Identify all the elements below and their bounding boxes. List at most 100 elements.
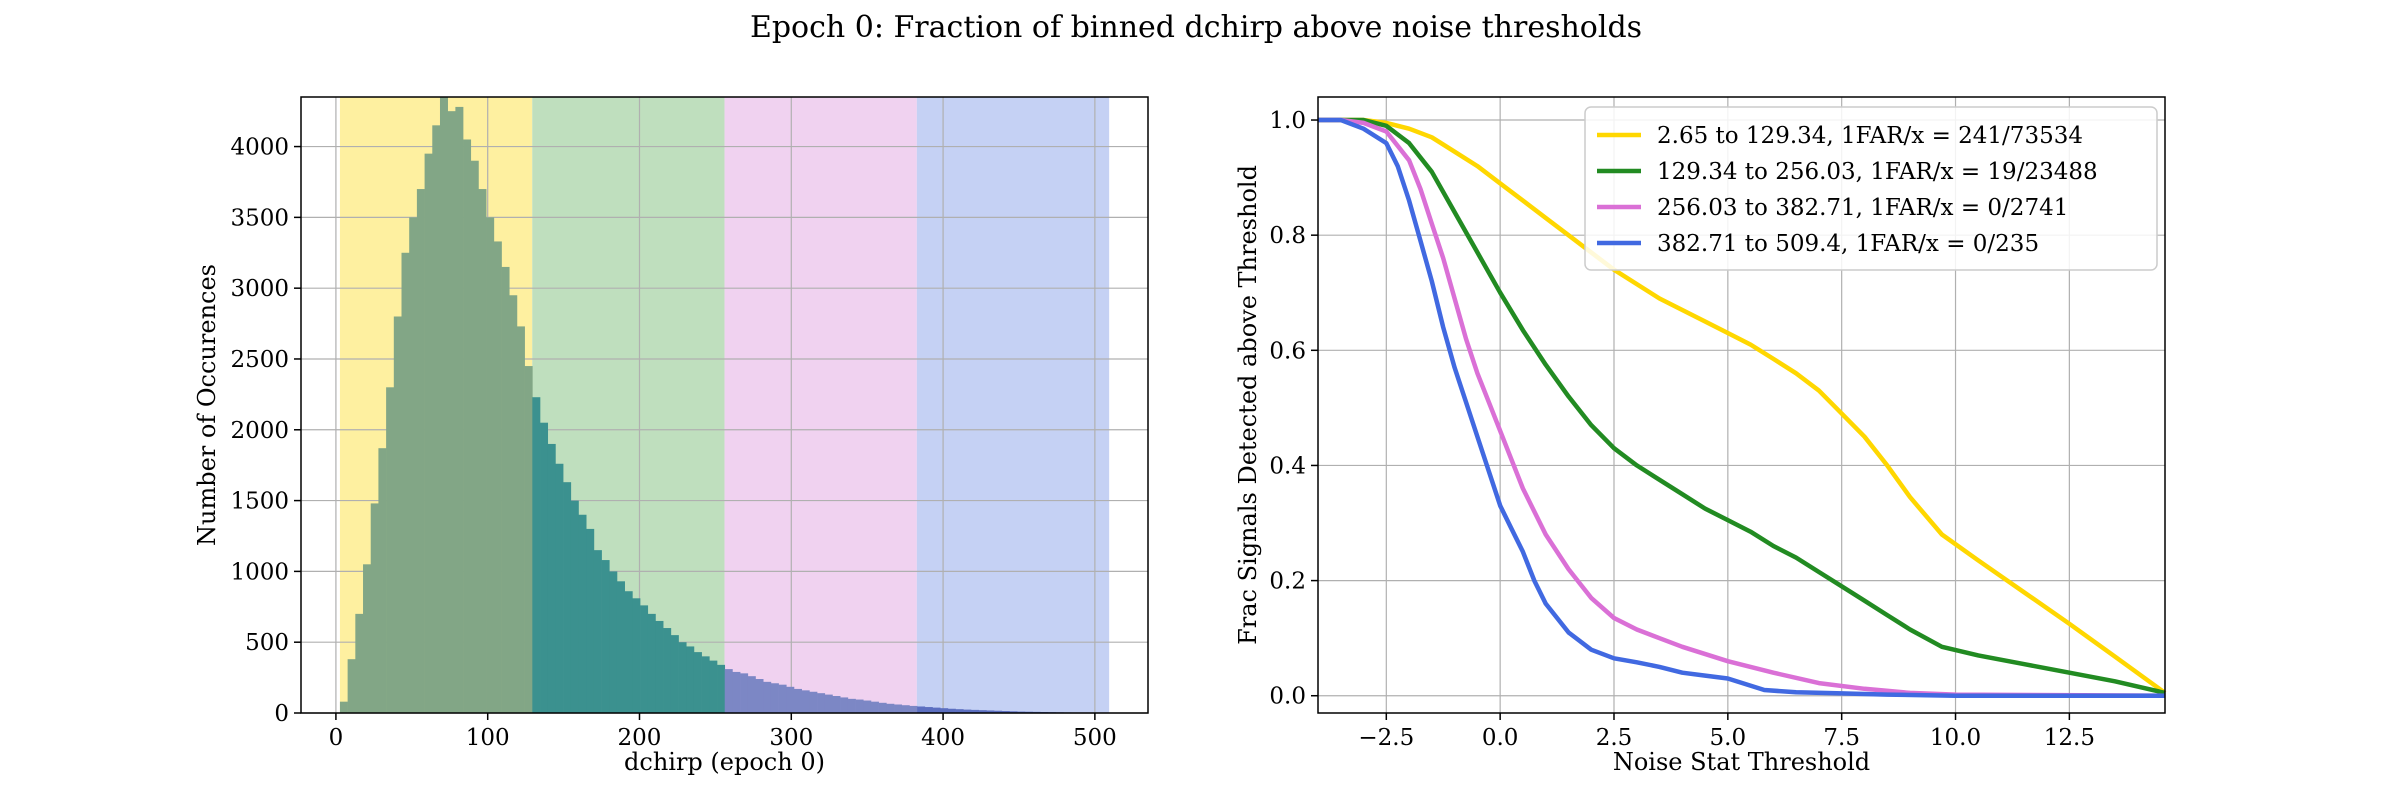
y-tick-label: 0.2 — [1269, 569, 1306, 595]
x-tick-label: 12.5 — [2044, 725, 2095, 751]
y-tick-label: 0.0 — [1269, 684, 1306, 710]
histogram-bar — [570, 500, 579, 713]
histogram-bar — [1009, 711, 1018, 713]
x-tick-label: 400 — [921, 725, 965, 751]
x-tick-label: 0 — [329, 725, 344, 751]
histogram-bar — [616, 581, 625, 713]
x-axis-label: Noise Stat Threshold — [1613, 748, 1870, 776]
x-tick-label: 100 — [466, 725, 510, 751]
x-tick-label: 0.0 — [1482, 725, 1519, 751]
histogram-bar — [740, 673, 749, 713]
histogram-bar — [855, 699, 864, 713]
histogram-bar — [724, 669, 733, 713]
histogram-bar — [878, 702, 887, 713]
histogram-bar — [378, 448, 387, 713]
y-axis-label: Frac Signals Detected above Threshold — [1234, 165, 1262, 645]
histogram-bar — [932, 707, 941, 713]
histogram-bar — [640, 605, 649, 713]
histogram-bar — [793, 688, 802, 713]
x-tick-label: 5.0 — [1710, 725, 1747, 751]
threshold-curve-axes: −2.5 0.0 2.5 5.0 7.5 10.0 12.5 0.0 0.2 0.4 0.6 0.8 1… — [1234, 96, 2167, 776]
histogram-bar — [732, 671, 741, 713]
y-tick-label: 2000 — [230, 418, 289, 444]
histogram-bar — [447, 111, 456, 714]
y-tick-label: 0.6 — [1269, 338, 1306, 364]
histogram-bar — [370, 503, 379, 713]
legend-label: 2.65 to 129.34, 1FAR/x = 241/73534 — [1657, 123, 2083, 149]
histogram-bar — [847, 698, 856, 713]
histogram-bar — [1001, 711, 1010, 713]
histogram-bar — [886, 703, 895, 713]
histogram-bar — [540, 422, 549, 713]
histogram-bar — [663, 628, 672, 713]
histogram-bar — [894, 704, 903, 713]
legend-label: 382.71 to 509.4, 1FAR/x = 0/235 — [1657, 231, 2039, 257]
histogram-bar — [578, 514, 587, 713]
histogram-bar — [832, 696, 841, 713]
histogram-bar — [809, 691, 818, 713]
y-tick-label: 3500 — [230, 205, 289, 231]
histogram-bar — [439, 97, 448, 713]
histogram-bar — [509, 295, 518, 713]
histogram-bar — [693, 652, 702, 713]
histogram-bar — [863, 700, 872, 713]
histogram-bar — [824, 694, 833, 713]
histogram-bar — [917, 706, 926, 713]
histogram-bar — [393, 316, 402, 713]
legend-label: 256.03 to 382.71, 1FAR/x = 0/2741 — [1657, 195, 2068, 221]
histogram-bar — [970, 709, 979, 713]
histogram-bar — [986, 710, 995, 713]
histogram-bar — [947, 708, 956, 713]
y-tick-label: 0.4 — [1269, 453, 1306, 479]
histogram-bar — [455, 106, 464, 713]
histogram-bar — [609, 571, 618, 713]
histogram-bar — [709, 660, 718, 713]
histogram-bar — [870, 701, 879, 713]
shaded-bin-region — [916, 97, 1110, 713]
histogram-bar — [463, 139, 472, 713]
histogram-bar — [486, 217, 495, 714]
histogram-bar — [339, 701, 348, 713]
histogram-bar — [840, 697, 849, 713]
y-tick-label: 500 — [245, 630, 289, 656]
histogram-bar — [593, 550, 602, 713]
axes-frame — [300, 96, 1149, 714]
figure-title: Epoch 0: Fraction of binned dchirp above… — [750, 10, 1642, 45]
histogram-bar — [940, 708, 949, 713]
x-tick-label: 7.5 — [1823, 725, 1860, 751]
histogram-bar — [701, 656, 710, 713]
histogram-bar — [763, 681, 772, 713]
histogram-bar — [532, 397, 541, 713]
histogram-bar — [516, 326, 525, 713]
histogram-bar — [563, 482, 572, 713]
histogram-bar — [647, 613, 656, 713]
histogram-bar — [963, 709, 972, 713]
y-tick-label: 0.8 — [1269, 223, 1306, 249]
histogram-bar — [717, 664, 726, 713]
histogram-bar — [978, 710, 987, 713]
histogram-bar — [786, 686, 795, 713]
histogram-bar — [478, 189, 487, 714]
legend-label: 129.34 to 256.03, 1FAR/x = 19/23488 — [1657, 159, 2098, 185]
histogram-bar — [747, 676, 756, 713]
histogram-bar — [524, 366, 533, 713]
histogram-bar — [678, 642, 687, 713]
y-tick-label: 1500 — [230, 489, 289, 515]
histogram-bar — [493, 241, 502, 713]
histogram-bar — [501, 266, 510, 713]
histogram-bar — [770, 683, 779, 713]
histogram-bar — [909, 705, 918, 713]
x-tick-label: −2.5 — [1358, 725, 1414, 751]
y-tick-label: 2500 — [230, 347, 289, 373]
histogram-bar — [355, 613, 364, 713]
x-tick-label: 500 — [1073, 725, 1117, 751]
x-tick-label: 10.0 — [1930, 725, 1981, 751]
histogram-bar — [432, 125, 441, 713]
series-line — [1318, 117, 2166, 696]
x-tick-label: 300 — [769, 725, 813, 751]
histogram-bar — [817, 693, 826, 713]
series-line — [1318, 117, 2165, 698]
y-tick-label: 4000 — [230, 135, 289, 161]
histogram-bar — [632, 598, 641, 713]
